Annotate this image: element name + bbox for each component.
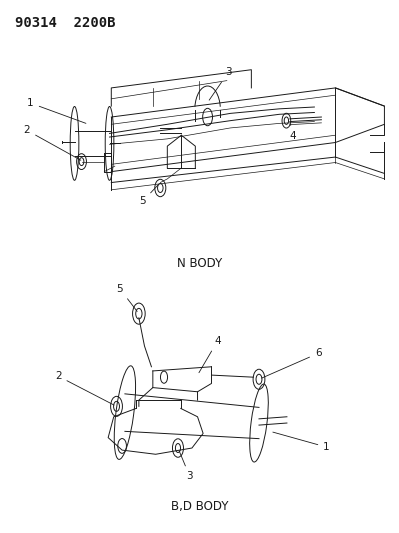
Text: 2: 2 — [55, 372, 114, 405]
Text: 3: 3 — [209, 67, 232, 100]
Text: 5: 5 — [117, 284, 137, 311]
Text: 2: 2 — [24, 125, 81, 160]
Text: 5: 5 — [139, 184, 158, 206]
Text: 1: 1 — [273, 432, 330, 452]
Text: 1: 1 — [27, 98, 86, 123]
Text: 3: 3 — [179, 450, 193, 481]
Text: 4: 4 — [199, 336, 221, 373]
Text: N BODY: N BODY — [177, 257, 222, 270]
Text: 6: 6 — [261, 349, 322, 378]
Text: 90314  2200B: 90314 2200B — [15, 16, 115, 30]
Text: 4: 4 — [290, 124, 296, 141]
Text: B,D BODY: B,D BODY — [171, 500, 228, 513]
